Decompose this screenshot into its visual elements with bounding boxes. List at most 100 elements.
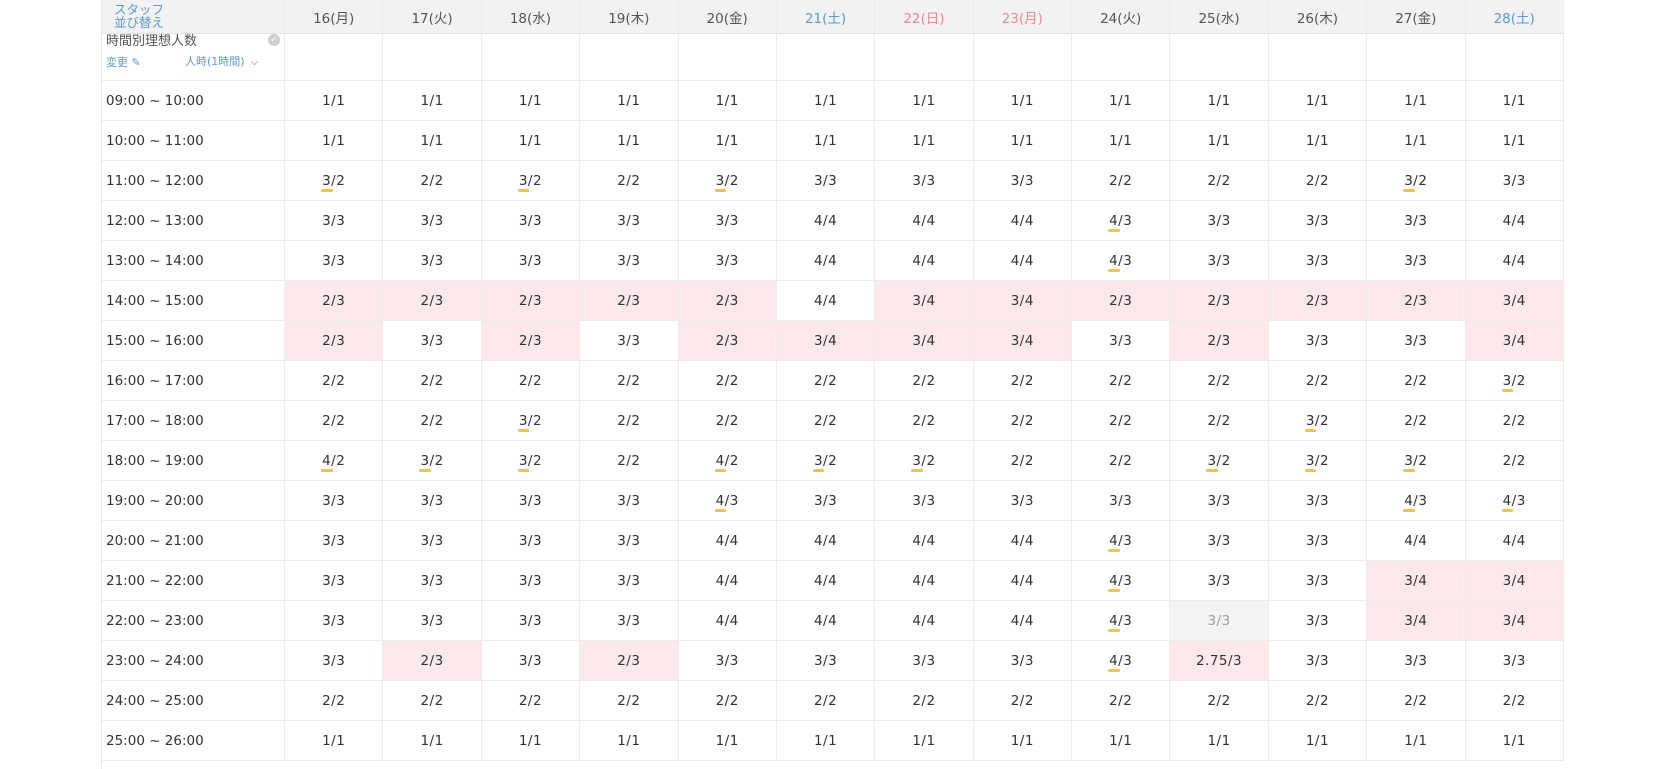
staff-count-cell[interactable]: 3/3 (285, 561, 384, 601)
staff-count-cell[interactable]: 3/3 (383, 241, 482, 281)
staff-count-cell[interactable]: 3/2 (481, 441, 581, 481)
staff-count-cell[interactable]: 1/1 (285, 81, 384, 121)
staff-count-cell[interactable]: 4/3 (1072, 601, 1171, 641)
staff-count-cell[interactable]: 4/4 (776, 281, 876, 321)
day-header[interactable]: 20(金) (678, 0, 777, 34)
staff-count-cell[interactable]: 1/1 (1465, 121, 1564, 161)
staff-count-cell[interactable]: 3/3 (481, 241, 581, 281)
staff-count-cell[interactable]: 1/1 (776, 721, 876, 761)
staff-count-cell[interactable]: 2/2 (580, 361, 679, 401)
staff-count-cell[interactable]: 3/2 (776, 441, 876, 481)
staff-count-cell[interactable]: 2/2 (776, 401, 876, 441)
staff-count-cell[interactable]: 1/1 (1465, 81, 1564, 121)
staff-count-cell[interactable]: 3/2 (1367, 161, 1466, 201)
staff-count-cell[interactable]: 2/2 (1072, 401, 1171, 441)
staff-count-cell[interactable]: 3/2 (383, 441, 482, 481)
staff-count-cell[interactable]: 4/3 (1072, 561, 1171, 601)
staff-count-cell[interactable]: 2/2 (678, 401, 777, 441)
staff-count-cell[interactable]: 3/3 (1170, 521, 1269, 561)
staff-count-cell[interactable]: 3/4 (1465, 601, 1564, 641)
staff-count-cell[interactable]: 3/3 (1072, 321, 1171, 361)
staff-count-cell[interactable]: 1/1 (1268, 121, 1368, 161)
staff-count-cell[interactable]: 4/4 (973, 241, 1072, 281)
staff-count-cell[interactable]: 3/4 (875, 281, 974, 321)
staff-count-cell[interactable]: 1/1 (678, 121, 777, 161)
staff-count-cell[interactable]: 3/3 (1268, 241, 1368, 281)
staff-count-cell[interactable]: 4/4 (678, 521, 777, 561)
staff-count-cell[interactable]: 4/4 (1465, 241, 1564, 281)
staff-count-cell[interactable]: 3/3 (1268, 201, 1368, 241)
staff-count-cell[interactable]: 4/4 (875, 601, 974, 641)
staff-count-cell[interactable]: 4/4 (973, 601, 1072, 641)
staff-count-cell[interactable]: 2/2 (1367, 401, 1466, 441)
staff-count-cell[interactable]: 3/3 (580, 481, 679, 521)
staff-count-cell[interactable]: 3/3 (1268, 321, 1368, 361)
ideal-count-cell[interactable] (1367, 34, 1466, 81)
ideal-count-cell[interactable] (1170, 34, 1269, 81)
staff-count-cell[interactable]: 3/3 (1170, 561, 1269, 601)
staff-count-cell[interactable]: 3/3 (1170, 481, 1269, 521)
staff-count-cell[interactable]: 2/3 (1072, 281, 1171, 321)
staff-count-cell[interactable]: 3/3 (1170, 201, 1269, 241)
staff-count-cell[interactable]: 3/3 (580, 601, 679, 641)
staff-count-cell[interactable]: 2/2 (1268, 161, 1368, 201)
staff-count-cell[interactable]: 3/3 (285, 601, 384, 641)
ideal-count-cell[interactable] (1072, 34, 1171, 81)
staff-count-cell[interactable]: 3/3 (383, 521, 482, 561)
staff-count-cell[interactable]: 1/1 (875, 721, 974, 761)
staff-count-cell[interactable]: 1/1 (1268, 81, 1368, 121)
staff-count-cell[interactable]: 2/2 (1170, 681, 1269, 721)
staff-count-cell[interactable]: 3/3 (383, 201, 482, 241)
staff-count-cell[interactable]: 2/2 (1268, 681, 1368, 721)
ideal-count-cell[interactable] (481, 34, 581, 81)
staff-count-cell[interactable]: 1/1 (1072, 121, 1171, 161)
staff-count-cell[interactable]: 3/3 (1268, 561, 1368, 601)
day-header[interactable]: 27(金) (1367, 0, 1466, 34)
staff-count-cell[interactable]: 4/4 (1367, 521, 1466, 561)
staff-count-cell[interactable]: 2/2 (580, 401, 679, 441)
staff-count-cell[interactable]: 3/3 (383, 561, 482, 601)
staff-count-cell[interactable]: 2/2 (383, 161, 482, 201)
staff-count-cell[interactable]: 3/3 (678, 241, 777, 281)
staff-count-cell[interactable]: 2/2 (580, 681, 679, 721)
staff-count-cell[interactable]: 3/2 (875, 441, 974, 481)
staff-count-cell[interactable]: 3/3 (776, 161, 876, 201)
staff-count-cell[interactable]: 4/4 (776, 601, 876, 641)
staff-count-cell[interactable]: 3/3 (383, 321, 482, 361)
staff-count-cell[interactable]: 3/3 (481, 481, 581, 521)
staff-count-cell[interactable]: 1/1 (1072, 721, 1171, 761)
staff-count-cell[interactable]: 2/2 (678, 361, 777, 401)
day-header[interactable]: 18(水) (481, 0, 581, 34)
staff-count-cell[interactable]: 3/3 (580, 561, 679, 601)
edit-ideal-button[interactable]: 変更 ✎ (106, 54, 141, 70)
staff-count-cell[interactable]: 1/1 (383, 721, 482, 761)
staff-count-cell[interactable]: 4/4 (875, 561, 974, 601)
staff-count-cell[interactable]: 3/3 (481, 561, 581, 601)
staff-count-cell[interactable]: 2/2 (580, 161, 679, 201)
staff-count-cell[interactable]: 2/2 (973, 361, 1072, 401)
staff-count-cell[interactable]: 3/4 (1367, 601, 1466, 641)
staff-count-cell[interactable]: 2/2 (678, 681, 777, 721)
staff-count-cell[interactable]: 4/2 (678, 441, 777, 481)
staff-count-cell[interactable]: 4/4 (875, 521, 974, 561)
staff-count-cell[interactable]: 3/3 (285, 201, 384, 241)
staff-count-cell[interactable]: 2/3 (481, 281, 581, 321)
staff-count-cell[interactable]: 3/3 (285, 521, 384, 561)
staff-count-cell[interactable]: 3/3 (285, 241, 384, 281)
staff-count-cell[interactable]: 3/3 (1170, 241, 1269, 281)
staff-count-cell[interactable]: 2/2 (1072, 441, 1171, 481)
day-header[interactable]: 16(月) (285, 0, 384, 34)
staff-count-cell[interactable]: 3/3 (875, 641, 974, 681)
staff-count-cell[interactable]: 4/3 (1072, 641, 1171, 681)
staff-count-cell[interactable]: 3/4 (875, 321, 974, 361)
staff-count-cell[interactable]: 2/2 (1170, 361, 1269, 401)
staff-count-cell[interactable]: 1/1 (383, 81, 482, 121)
staff-count-cell[interactable]: 3/3 (580, 201, 679, 241)
staff-count-cell[interactable]: 1/1 (776, 81, 876, 121)
staff-count-cell[interactable]: 3/3 (1465, 641, 1564, 681)
day-header[interactable]: 28(土) (1465, 0, 1564, 34)
day-header[interactable]: 26(木) (1268, 0, 1368, 34)
staff-count-cell[interactable]: 2/2 (1465, 441, 1564, 481)
staff-count-cell[interactable]: 3/3 (1072, 481, 1171, 521)
staff-count-cell[interactable]: 2/3 (285, 281, 384, 321)
